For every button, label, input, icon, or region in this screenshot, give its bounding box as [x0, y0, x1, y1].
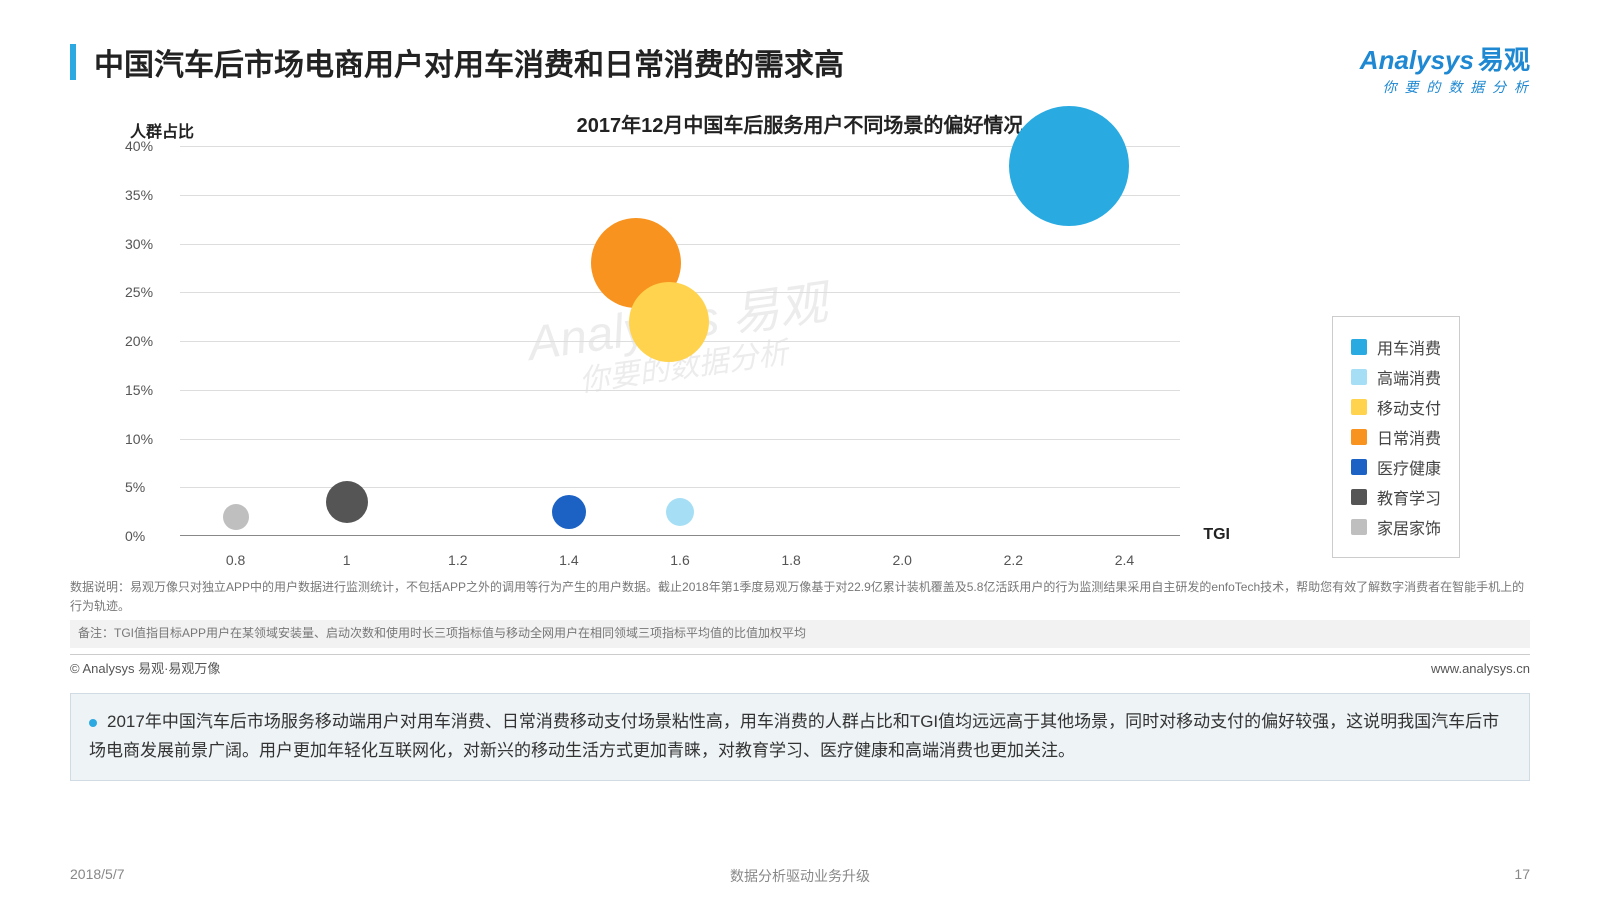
legend-label: 家居家饰 — [1377, 515, 1441, 539]
footer-date: 2018/5/7 — [70, 866, 125, 882]
legend-swatch — [1351, 429, 1367, 445]
legend-swatch — [1351, 459, 1367, 475]
legend-item: 高端消费 — [1351, 365, 1441, 389]
bubble-移动支付 — [629, 282, 709, 362]
source-right: www.analysys.cn — [1431, 659, 1530, 680]
y-tick-label: 20% — [125, 333, 153, 349]
notes-section: 数据说明：易观万像只对独立APP中的用户数据进行监测统计，不包括APP之外的调用… — [70, 578, 1530, 679]
x-tick-label: 1.8 — [781, 552, 800, 568]
grid-line — [180, 439, 1180, 440]
legend-item: 家居家饰 — [1351, 515, 1441, 539]
y-tick-label: 40% — [125, 138, 153, 154]
logo-tagline: 你 要 的 数 据 分 析 — [1360, 77, 1530, 97]
legend-swatch — [1351, 399, 1367, 415]
callout-text: 2017年中国汽车后市场服务移动端用户对用车消费、日常消费移动支付场景粘性高，用… — [89, 712, 1499, 760]
insight-callout: 2017年中国汽车后市场服务移动端用户对用车消费、日常消费移动支付场景粘性高，用… — [70, 693, 1530, 781]
x-tick-label: 2.4 — [1115, 552, 1134, 568]
title-accent — [70, 44, 76, 80]
bubble-用车消费 — [1009, 106, 1129, 226]
bullet-icon — [89, 719, 97, 727]
chart-title: 2017年12月中国车后服务用户不同场景的偏好情况 — [70, 109, 1530, 138]
y-tick-label: 10% — [125, 431, 153, 447]
legend-swatch — [1351, 369, 1367, 385]
page-title: 中国汽车后市场电商用户对用车消费和日常消费的需求高 — [94, 40, 844, 84]
x-tick-label: 1 — [343, 552, 351, 568]
y-tick-label: 5% — [125, 479, 145, 495]
legend-item: 移动支付 — [1351, 395, 1441, 419]
title-bar: 中国汽车后市场电商用户对用车消费和日常消费的需求高 Analysys易观 你 要… — [70, 40, 1530, 97]
bubble-高端消费 — [666, 498, 694, 526]
x-tick-label: 2.2 — [1004, 552, 1023, 568]
chart-legend: 用车消费高端消费移动支付日常消费医疗健康教育学习家居家饰 — [1332, 316, 1460, 558]
legend-item: 教育学习 — [1351, 485, 1441, 509]
legend-swatch — [1351, 339, 1367, 355]
legend-label: 教育学习 — [1377, 485, 1441, 509]
legend-item: 用车消费 — [1351, 335, 1441, 359]
legend-label: 移动支付 — [1377, 395, 1441, 419]
logo-text-cn: 易观 — [1478, 45, 1530, 75]
bubble-教育学习 — [326, 481, 368, 523]
legend-item: 医疗健康 — [1351, 455, 1441, 479]
x-axis-line — [180, 535, 1180, 536]
x-tick-label: 0.8 — [226, 552, 245, 568]
data-note: 数据说明：易观万像只对独立APP中的用户数据进行监测统计，不包括APP之外的调用… — [70, 578, 1530, 616]
brand-logo: Analysys易观 你 要 的 数 据 分 析 — [1360, 40, 1530, 97]
legend-label: 用车消费 — [1377, 335, 1441, 359]
y-tick-label: 0% — [125, 528, 145, 544]
source-left: © Analysys 易观·易观万像 — [70, 659, 220, 680]
y-tick-label: 35% — [125, 187, 153, 203]
footer-center: 数据分析驱动业务升级 — [730, 866, 870, 886]
x-axis-label: TGI — [1203, 526, 1230, 544]
slide-footer: 2018/5/7 数据分析驱动业务升级 17 — [70, 866, 1530, 882]
remark-note: 备注：TGI值指目标APP用户在某领域安装量、启动次数和使用时长三项指标值与移动… — [70, 620, 1530, 647]
legend-swatch — [1351, 519, 1367, 535]
grid-line — [180, 390, 1180, 391]
bubble-医疗健康 — [552, 495, 586, 529]
x-tick-label: 1.6 — [670, 552, 689, 568]
legend-item: 日常消费 — [1351, 425, 1441, 449]
chart-container: 人群占比 TGI 0.811.21.41.61.82.02.22.4 Analy… — [70, 146, 1530, 536]
logo-text-en: Analysys — [1360, 45, 1474, 75]
legend-label: 医疗健康 — [1377, 455, 1441, 479]
y-tick-label: 15% — [125, 382, 153, 398]
legend-swatch — [1351, 489, 1367, 505]
x-ticks: 0.811.21.41.61.82.02.22.4 — [180, 544, 1180, 564]
legend-label: 日常消费 — [1377, 425, 1441, 449]
x-tick-label: 1.2 — [448, 552, 467, 568]
legend-label: 高端消费 — [1377, 365, 1441, 389]
y-tick-label: 30% — [125, 236, 153, 252]
y-tick-label: 25% — [125, 284, 153, 300]
footer-page: 17 — [1514, 866, 1530, 882]
x-tick-label: 2.0 — [892, 552, 911, 568]
x-tick-label: 1.4 — [559, 552, 578, 568]
bubble-家居家饰 — [223, 504, 249, 530]
grid-line — [180, 244, 1180, 245]
bubble-plot: 人群占比 TGI 0.811.21.41.61.82.02.22.4 Analy… — [180, 146, 1180, 536]
